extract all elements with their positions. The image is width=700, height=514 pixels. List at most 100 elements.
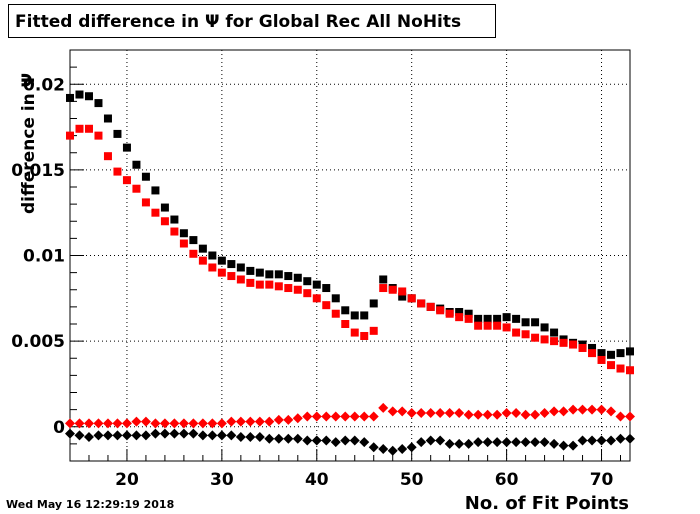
data-point xyxy=(615,433,626,444)
data-point xyxy=(425,408,436,419)
data-point xyxy=(151,186,160,195)
data-point xyxy=(445,309,454,318)
y-tick-label: 0.015 xyxy=(11,161,65,181)
data-point xyxy=(397,444,408,455)
data-point xyxy=(208,251,217,260)
data-point xyxy=(349,411,360,422)
data-point xyxy=(103,114,112,123)
data-point xyxy=(501,408,512,419)
data-point xyxy=(255,280,264,289)
data-point xyxy=(340,435,351,446)
data-point xyxy=(540,335,549,344)
data-point xyxy=(454,438,465,449)
data-point xyxy=(349,435,360,446)
data-point xyxy=(501,437,512,448)
x-tick-label: 30 xyxy=(210,470,234,490)
data-point xyxy=(178,418,189,429)
data-point xyxy=(322,301,331,310)
data-point xyxy=(587,404,598,415)
data-point xyxy=(103,152,112,161)
data-point xyxy=(246,278,255,287)
data-point xyxy=(322,284,331,293)
y-tick-label: 0.02 xyxy=(23,75,65,95)
data-point xyxy=(254,432,265,443)
y-axis-label: difference in Ψ xyxy=(19,73,39,214)
y-tick-label: 0.005 xyxy=(11,332,65,352)
data-point xyxy=(625,411,635,422)
data-point xyxy=(160,203,169,212)
data-point xyxy=(265,270,274,279)
data-point xyxy=(607,350,616,359)
data-point xyxy=(492,409,503,420)
data-point xyxy=(387,406,398,417)
data-point xyxy=(84,124,93,133)
data-point xyxy=(331,294,340,303)
data-point xyxy=(425,435,436,446)
data-point xyxy=(170,227,179,236)
data-point xyxy=(463,409,474,420)
data-point xyxy=(112,430,123,441)
data-point xyxy=(132,184,141,193)
data-point xyxy=(216,430,227,441)
data-point xyxy=(577,404,588,415)
data-point xyxy=(387,445,398,456)
data-point xyxy=(74,418,85,429)
data-point xyxy=(474,314,483,323)
axis-ticks xyxy=(69,49,622,462)
data-point xyxy=(159,418,170,429)
data-point xyxy=(302,411,313,422)
data-point xyxy=(596,435,607,446)
data-point xyxy=(246,266,255,275)
data-point xyxy=(236,263,245,272)
data-point xyxy=(245,432,256,443)
data-point xyxy=(198,256,207,265)
chart-title: Fitted difference in Ψ for Global Rec Al… xyxy=(15,12,462,32)
data-point xyxy=(102,430,113,441)
data-point xyxy=(512,314,521,323)
data-point xyxy=(464,309,473,318)
data-point xyxy=(398,287,407,296)
data-point xyxy=(94,99,103,108)
data-point xyxy=(416,408,427,419)
data-point xyxy=(350,311,359,320)
data-point xyxy=(189,236,198,245)
data-point xyxy=(189,249,198,258)
data-point xyxy=(274,282,283,291)
data-point xyxy=(493,314,502,323)
y-tick-labels: 0 0.005 0.01 0.015 0.02 xyxy=(11,75,65,438)
data-point xyxy=(606,435,617,446)
data-point xyxy=(312,294,321,303)
data-point xyxy=(531,333,540,342)
data-point xyxy=(74,430,85,441)
data-point xyxy=(483,321,492,330)
data-point xyxy=(550,337,559,346)
data-point xyxy=(292,413,303,424)
data-point xyxy=(273,433,284,444)
data-point xyxy=(151,208,160,217)
data-point xyxy=(578,343,587,352)
data-point xyxy=(539,437,550,448)
data-point xyxy=(388,285,397,294)
data-point xyxy=(417,299,426,308)
data-point xyxy=(549,438,560,449)
data-point xyxy=(359,437,370,448)
data-point xyxy=(93,430,104,441)
x-tick-label: 40 xyxy=(305,470,329,490)
data-point xyxy=(530,409,541,420)
data-point xyxy=(113,167,122,176)
data-point xyxy=(293,273,302,282)
data-point xyxy=(360,311,369,320)
data-point xyxy=(369,299,378,308)
data-point xyxy=(150,418,161,429)
x-axis-label: No. of Fit Points xyxy=(465,493,629,514)
data-point xyxy=(588,343,597,352)
x-tick-label: 70 xyxy=(590,470,614,490)
data-point xyxy=(426,302,435,311)
data-point xyxy=(83,418,94,429)
data-point xyxy=(368,442,379,453)
data-point xyxy=(227,272,236,281)
data-point xyxy=(208,263,217,272)
data-point xyxy=(350,328,359,337)
x-tick-labels: 20 30 40 50 60 70 xyxy=(115,470,613,490)
